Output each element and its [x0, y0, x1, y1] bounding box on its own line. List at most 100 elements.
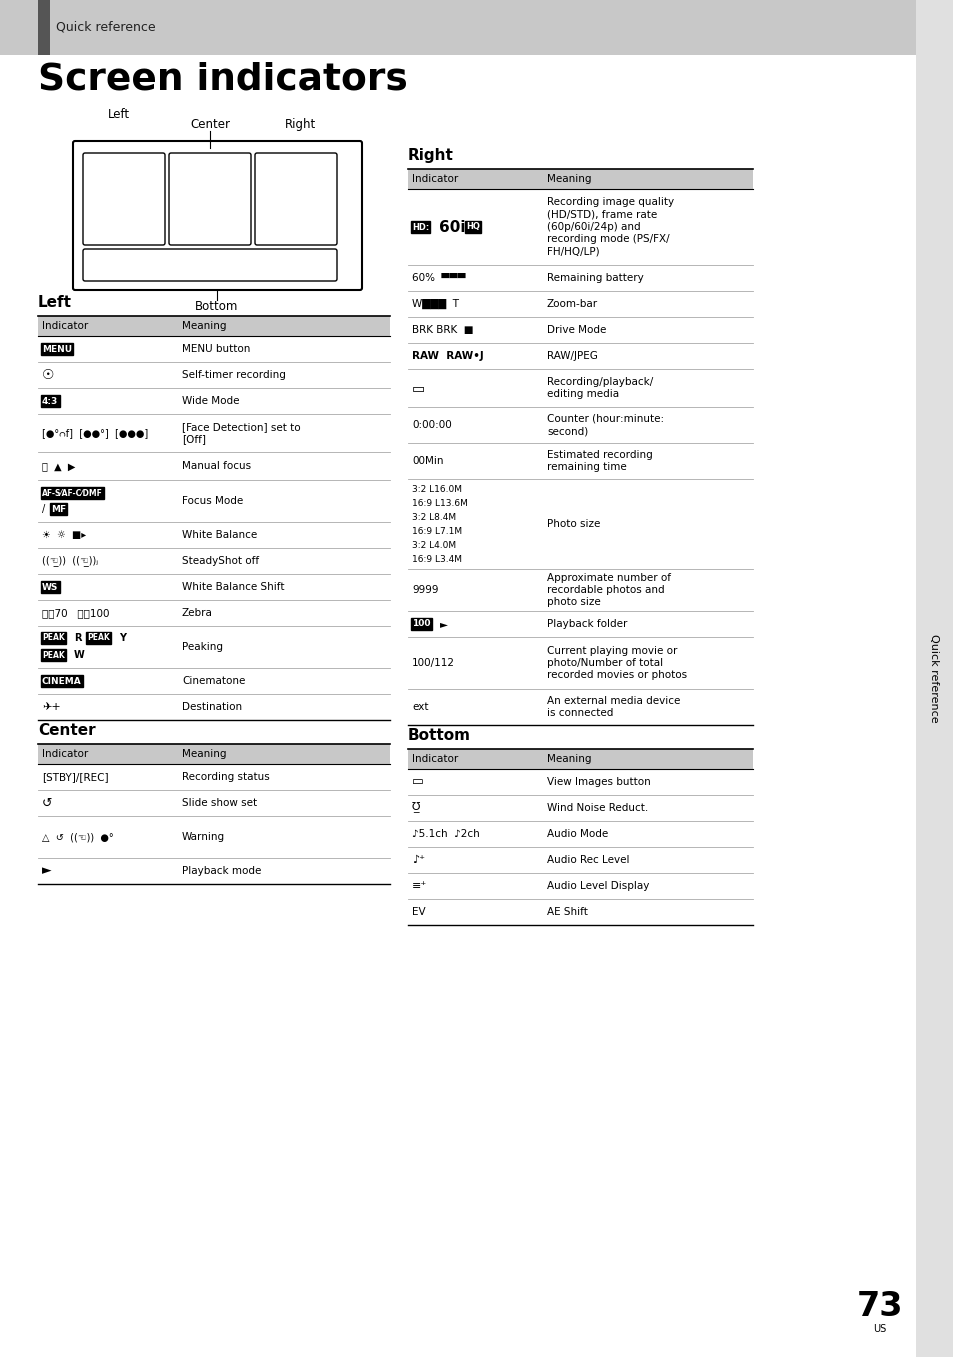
- Text: Bottom: Bottom: [408, 727, 471, 744]
- Text: White Balance: White Balance: [182, 531, 257, 540]
- Text: RAW  RAW•J: RAW RAW•J: [412, 351, 483, 361]
- Text: ►: ►: [42, 864, 51, 878]
- Text: △  ↺  ((☜))  ●°: △ ↺ ((☜)) ●°: [42, 832, 113, 841]
- Text: Meaning: Meaning: [182, 322, 226, 331]
- Text: 60i: 60i: [438, 220, 465, 235]
- Text: An external media device
is connected: An external media device is connected: [546, 696, 679, 718]
- Text: ⌹⍨70   ⌹⍨100: ⌹⍨70 ⌹⍨100: [42, 608, 110, 617]
- Text: SteadyShot off: SteadyShot off: [182, 556, 259, 566]
- Text: Indicator: Indicator: [412, 174, 457, 185]
- Text: Indicator: Indicator: [412, 754, 457, 764]
- Text: Center: Center: [190, 118, 230, 132]
- Text: Destination: Destination: [182, 702, 242, 712]
- Text: Center: Center: [38, 723, 95, 738]
- Bar: [408, 170, 752, 189]
- Text: MF: MF: [51, 505, 66, 513]
- Text: 16:9 L7.1M: 16:9 L7.1M: [412, 527, 461, 536]
- Text: White Balance Shift: White Balance Shift: [182, 582, 284, 592]
- Text: AE Shift: AE Shift: [546, 906, 587, 917]
- Text: PEAK: PEAK: [42, 634, 65, 642]
- Text: Wind Noise Reduct.: Wind Noise Reduct.: [546, 803, 648, 813]
- Text: Left: Left: [38, 294, 71, 309]
- Text: Estimated recording
remaining time: Estimated recording remaining time: [546, 449, 652, 472]
- Text: ↺: ↺: [42, 797, 52, 810]
- Text: ℧̲: ℧̲: [412, 802, 420, 813]
- Text: Playback mode: Playback mode: [182, 866, 261, 877]
- Text: Quick reference: Quick reference: [56, 20, 155, 34]
- Text: 3:2 L8.4M: 3:2 L8.4M: [412, 513, 456, 521]
- Text: 73: 73: [856, 1291, 902, 1323]
- Text: Playback folder: Playback folder: [546, 619, 627, 630]
- Text: Bottom: Bottom: [195, 300, 238, 313]
- Text: 16:9 L13.6M: 16:9 L13.6M: [412, 498, 467, 508]
- Text: US: US: [872, 1324, 885, 1334]
- Text: Audio Mode: Audio Mode: [546, 829, 608, 839]
- Text: Focus Mode: Focus Mode: [182, 497, 243, 506]
- Text: Meaning: Meaning: [546, 174, 591, 185]
- Text: W: W: [74, 650, 85, 660]
- Text: MENU: MENU: [42, 345, 72, 354]
- Text: ≡⁺: ≡⁺: [412, 881, 427, 892]
- Text: 4:3: 4:3: [42, 396, 58, 406]
- Text: Counter (hour:minute:
second): Counter (hour:minute: second): [546, 414, 663, 436]
- Bar: [38, 316, 390, 337]
- Text: 100: 100: [412, 620, 430, 628]
- Text: Y: Y: [119, 632, 126, 643]
- Text: 3:2 L16.0M: 3:2 L16.0M: [412, 484, 461, 494]
- Text: Self-timer recording: Self-timer recording: [182, 370, 286, 380]
- Text: [Face Detection] set to
[Off]: [Face Detection] set to [Off]: [182, 422, 300, 444]
- Text: /: /: [42, 503, 45, 514]
- FancyBboxPatch shape: [73, 141, 361, 290]
- Text: Left: Left: [108, 109, 130, 121]
- Text: BRK BRK  ■: BRK BRK ■: [412, 324, 473, 335]
- Text: HQ: HQ: [465, 223, 479, 232]
- Text: Drive Mode: Drive Mode: [546, 324, 606, 335]
- Text: Photo size: Photo size: [546, 518, 599, 529]
- Text: Recording status: Recording status: [182, 772, 270, 782]
- Text: [●°ᴒf]  [●●°]  [●●●]: [●°ᴒf] [●●°] [●●●]: [42, 427, 148, 438]
- Text: R: R: [74, 632, 81, 643]
- Text: Right: Right: [408, 148, 454, 163]
- Text: Recording image quality
(HD/STD), frame rate
(60p/60i/24p) and
recording mode (P: Recording image quality (HD/STD), frame …: [546, 197, 674, 256]
- Text: 16:9 L3.4M: 16:9 L3.4M: [412, 555, 461, 563]
- Text: Recording/playback/
editing media: Recording/playback/ editing media: [546, 377, 653, 399]
- Text: HD:: HD:: [412, 223, 429, 232]
- Text: 00Min: 00Min: [412, 456, 443, 465]
- Text: ✈+: ✈+: [42, 702, 61, 712]
- Text: Approximate number of
recordable photos and
photo size: Approximate number of recordable photos …: [546, 573, 670, 608]
- Text: ♪⁺: ♪⁺: [412, 855, 424, 864]
- Text: Peaking: Peaking: [182, 642, 223, 651]
- Text: WS: WS: [42, 582, 58, 592]
- Text: Ⓕ  ▲  ▶: Ⓕ ▲ ▶: [42, 461, 75, 471]
- Text: ☀  ☼  ■▸: ☀ ☼ ■▸: [42, 531, 86, 540]
- Bar: [408, 749, 752, 769]
- Text: Meaning: Meaning: [182, 749, 226, 759]
- Text: Right: Right: [285, 118, 316, 132]
- Text: Audio Rec Level: Audio Rec Level: [546, 855, 629, 864]
- Text: Wide Mode: Wide Mode: [182, 396, 239, 406]
- Text: RAW/JPEG: RAW/JPEG: [546, 351, 598, 361]
- Text: Manual focus: Manual focus: [182, 461, 251, 471]
- Text: [STBY]/[REC]: [STBY]/[REC]: [42, 772, 109, 782]
- Text: Audio Level Display: Audio Level Display: [546, 881, 649, 892]
- Text: Meaning: Meaning: [546, 754, 591, 764]
- Text: Zoom-bar: Zoom-bar: [546, 299, 598, 309]
- Text: ♪5.1ch  ♪2ch: ♪5.1ch ♪2ch: [412, 829, 479, 839]
- Text: ▭: ▭: [412, 775, 423, 788]
- Text: Quick reference: Quick reference: [928, 634, 938, 722]
- Bar: [0, 0, 953, 56]
- Text: View Images button: View Images button: [546, 778, 650, 787]
- Text: ((☜̲))  ((☜̲))ⱼ: ((☜̲)) ((☜̲))ⱼ: [42, 555, 98, 566]
- Text: ▭: ▭: [412, 381, 425, 395]
- Text: 100/112: 100/112: [412, 658, 455, 668]
- Text: Indicator: Indicator: [42, 322, 89, 331]
- Text: MENU button: MENU button: [182, 345, 250, 354]
- Text: Remaining battery: Remaining battery: [546, 273, 643, 284]
- Text: Zebra: Zebra: [182, 608, 213, 617]
- Bar: [38, 0, 50, 56]
- Text: PEAK: PEAK: [87, 634, 110, 642]
- Text: AF-S⁄AF-C⁄DMF: AF-S⁄AF-C⁄DMF: [42, 489, 103, 498]
- Text: EV: EV: [412, 906, 425, 917]
- Text: ►: ►: [439, 619, 448, 630]
- Text: ext: ext: [412, 702, 428, 712]
